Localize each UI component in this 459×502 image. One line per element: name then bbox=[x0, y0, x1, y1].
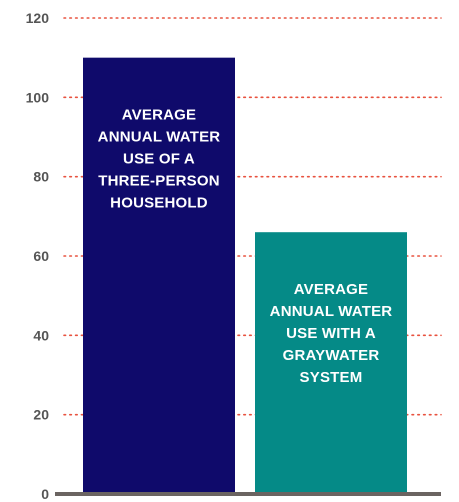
bar-label-line: GRAYWATER bbox=[283, 347, 380, 364]
bar-label-line: THREE-PERSON bbox=[98, 173, 220, 190]
y-tick-label-60: 60 bbox=[33, 248, 49, 264]
bar-label-1: AVERAGE ANNUAL WATER USE OF A THREE-PERSON H… bbox=[98, 107, 221, 212]
bar-label-line: HOUSEHOLD bbox=[110, 195, 208, 212]
bar-label-line: SYSTEM bbox=[300, 369, 363, 386]
y-tick-label-120: 120 bbox=[26, 10, 50, 26]
bars: AVERAGE ANNUAL WATER USE OF A THREE-PERSON H… bbox=[83, 57, 407, 495]
bar-label-line: USE OF A bbox=[123, 151, 195, 168]
x-axis-line bbox=[55, 492, 441, 496]
y-tick-label-80: 80 bbox=[33, 169, 49, 185]
bar-label-line: USE WITH A bbox=[286, 325, 376, 342]
y-axis-tick-labels: 0 20 40 60 80 100 120 bbox=[26, 10, 50, 502]
x-axis bbox=[55, 492, 441, 496]
bar-label-line: AVERAGE bbox=[122, 107, 196, 124]
bar-label-line: AVERAGE bbox=[294, 281, 368, 298]
bar-2 bbox=[255, 232, 407, 494]
y-tick-label-100: 100 bbox=[26, 89, 50, 105]
bar-label-line: ANNUAL WATER bbox=[98, 129, 221, 146]
y-tick-label-40: 40 bbox=[33, 327, 49, 343]
y-tick-label-0: 0 bbox=[41, 486, 49, 502]
bar-label-2: AVERAGE ANNUAL WATER USE WITH A GRAYWATER SY… bbox=[270, 281, 393, 386]
bar-1 bbox=[83, 57, 235, 495]
y-tick-label-20: 20 bbox=[33, 407, 49, 423]
bar-label-line: ANNUAL WATER bbox=[270, 303, 393, 320]
